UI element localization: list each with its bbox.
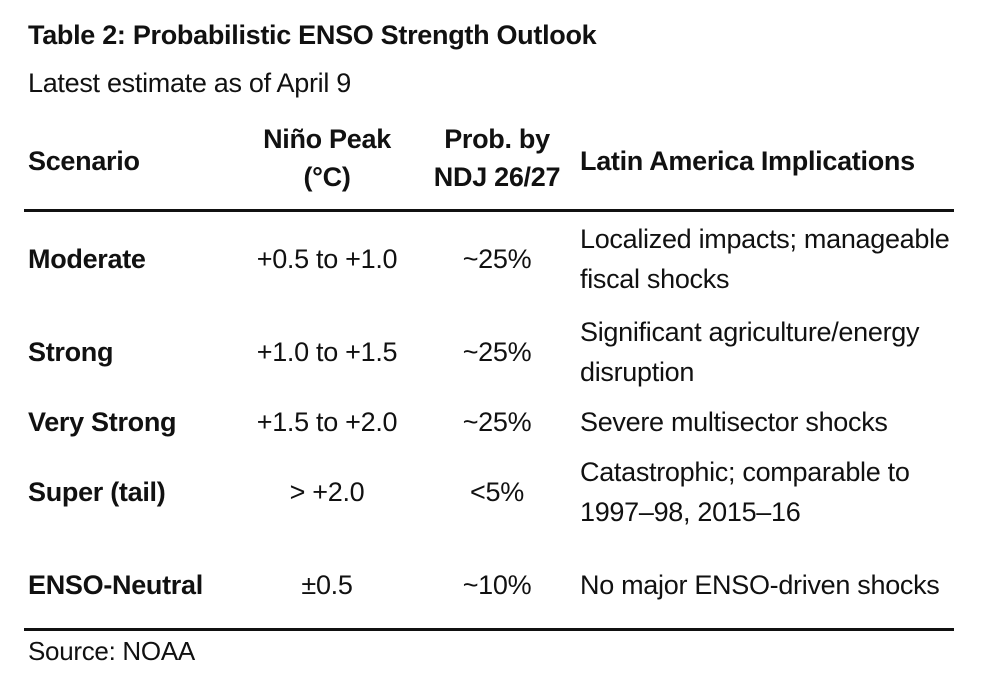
row-probability: <5% (470, 477, 524, 507)
row-nino-peak: > +2.0 (289, 477, 365, 507)
table-row: Very Strong +1.5 to +2.0 ~25% Severe mul… (24, 402, 954, 446)
row-implications: Severe multisector shocks (580, 402, 960, 442)
row-implications-line2: fiscal shocks (580, 264, 730, 294)
row-scenario: ENSO-Neutral (28, 570, 203, 600)
table-header: Scenario Niño Peak (°C) Prob. by NDJ 26/… (24, 118, 954, 208)
footer-divider (24, 628, 954, 631)
table-subtitle: Latest estimate as of April 9 (28, 68, 351, 98)
header-probability: Prob. by NDJ 26/27 (422, 120, 572, 196)
row-implications: Significant agriculture/energy disruptio… (580, 312, 960, 392)
header-nino-peak-line2: (°C) (303, 162, 351, 192)
row-probability: ~25% (462, 407, 532, 437)
row-implications-line1: Catastrophic; comparable to (580, 457, 910, 487)
header-scenario: Scenario (28, 146, 140, 176)
row-probability: ~25% (462, 337, 532, 367)
row-scenario: Moderate (28, 244, 146, 274)
row-scenario: Strong (28, 337, 114, 367)
row-scenario: Super (tail) (28, 477, 166, 507)
table-row: Moderate +0.5 to +1.0 ~25% Localized imp… (24, 219, 954, 303)
row-probability: ~10% (462, 570, 532, 600)
row-implications-line1: Localized impacts; manageable (580, 224, 950, 254)
header-nino-peak-line1: Niño Peak (263, 124, 391, 154)
row-nino-peak: ±0.5 (301, 570, 353, 600)
row-implications: No major ENSO-driven shocks (580, 565, 960, 605)
row-scenario: Very Strong (28, 407, 177, 437)
row-implications-line1: Severe multisector shocks (580, 407, 888, 437)
header-probability-line2: NDJ 26/27 (433, 162, 561, 192)
header-divider (24, 209, 954, 212)
row-implications-line2: disruption (580, 357, 695, 387)
row-implications-line2: 1997–98, 2015–16 (580, 497, 801, 527)
row-implications: Catastrophic; comparable to 1997–98, 201… (580, 452, 960, 532)
header-nino-peak: Niño Peak (°C) (242, 120, 412, 196)
row-implications-line1: No major ENSO-driven shocks (580, 570, 940, 600)
source-note: Source: NOAA (28, 636, 195, 666)
header-probability-line1: Prob. by (444, 124, 550, 154)
header-latam-implications: Latin America Implications (580, 146, 915, 176)
row-implications: Localized impacts; manageable fiscal sho… (580, 219, 960, 299)
row-nino-peak: +1.5 to +2.0 (256, 407, 398, 437)
table-row: Strong +1.0 to +1.5 ~25% Significant agr… (24, 312, 954, 396)
row-nino-peak: +0.5 to +1.0 (256, 244, 398, 274)
table-title: Table 2: Probabilistic ENSO Strength Out… (28, 20, 597, 50)
table-row: ENSO-Neutral ±0.5 ~10% No major ENSO-dri… (24, 565, 954, 609)
row-nino-peak: +1.0 to +1.5 (256, 337, 398, 367)
row-implications-line1: Significant agriculture/energy (580, 317, 920, 347)
table-row: Super (tail) > +2.0 <5% Catastrophic; co… (24, 452, 954, 536)
row-probability: ~25% (462, 244, 532, 274)
